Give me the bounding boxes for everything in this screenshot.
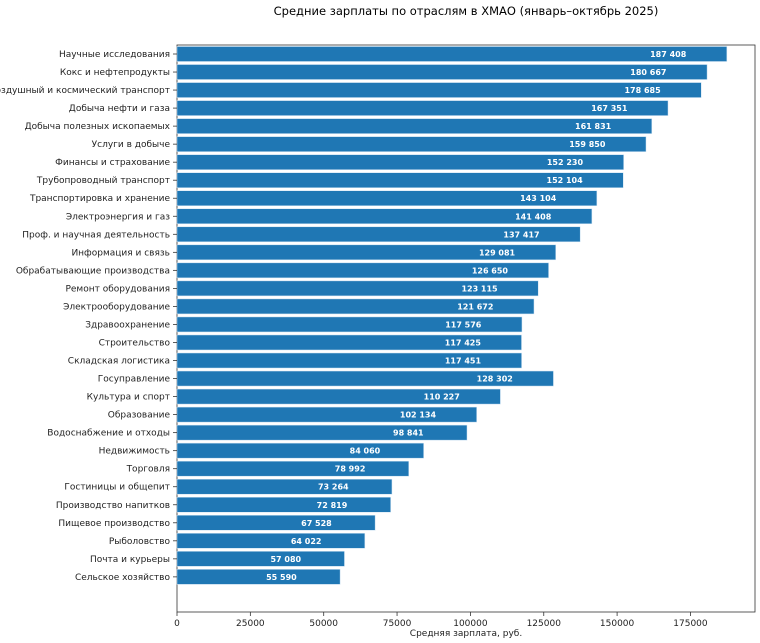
y-tick-label: Рыболовство	[109, 537, 171, 547]
y-tick-label: Воздушный и космический транспорт	[0, 86, 170, 96]
x-tick-label: 175000	[673, 619, 708, 629]
y-tick-label: Обрабатывающие производства	[16, 266, 170, 276]
data-label: 152 230	[547, 158, 584, 167]
y-tick-label: Гостиницы и общепит	[64, 483, 170, 493]
y-tick-label: Сельское хозяйство	[75, 573, 171, 583]
bar	[176, 478, 393, 495]
bar	[176, 569, 341, 585]
bar	[176, 515, 376, 531]
x-tick-label: 50000	[309, 619, 338, 629]
y-tick-label: Недвижимость	[99, 447, 170, 457]
y-tick-label: Проф. и научная деятельность	[22, 230, 170, 240]
data-label: 72 819	[317, 501, 348, 510]
bar	[176, 551, 345, 567]
y-tick-label: Пищевое производство	[58, 519, 170, 529]
data-label: 117 576	[445, 320, 482, 329]
data-label: 117 425	[445, 338, 482, 347]
y-tick-label: Складская логистика	[68, 357, 170, 367]
y-tick-label: Электрооборудование	[63, 302, 170, 312]
bar	[176, 533, 366, 549]
y-tick-label: Транспортировка и хранение	[29, 194, 171, 204]
data-label: 143 104	[520, 194, 557, 203]
bar	[176, 82, 702, 98]
y-tick-label: Добыча нефти и газа	[69, 104, 170, 114]
bar	[176, 442, 424, 459]
y-tick-label: Производство напитков	[56, 501, 170, 511]
chart-title: Средние зарплаты по отраслям в ХМАО (янв…	[274, 4, 659, 18]
bar	[176, 460, 410, 477]
y-tick-label: Здравоохранение	[85, 320, 170, 330]
y-tick-label: Культура и спорт	[87, 393, 170, 403]
y-tick-label: Образование	[108, 411, 171, 421]
x-tick-label: 100000	[453, 619, 488, 629]
data-label: 121 672	[457, 302, 493, 311]
data-label: 78 992	[335, 465, 366, 474]
y-tick-label: Финансы и страхование	[55, 158, 170, 168]
data-label: 98 841	[393, 429, 424, 438]
y-tick-label: Торговля	[126, 465, 170, 475]
data-label: 102 134	[400, 411, 437, 420]
data-label: 180 667	[630, 68, 666, 77]
data-label: 159 850	[569, 140, 606, 149]
x-tick-label: 0	[174, 619, 180, 629]
bar	[176, 497, 391, 513]
data-label: 117 451	[445, 357, 482, 366]
y-tick-label: Почта и курьеры	[90, 555, 170, 565]
x-tick-label: 150000	[600, 619, 635, 629]
x-axis-label: Средняя зарплата, руб.	[410, 629, 522, 639]
data-label: 55 590	[266, 573, 297, 582]
y-tick-label: Водоснабжение и отходы	[47, 429, 170, 439]
y-tick-label: Информация и связь	[71, 248, 170, 258]
data-label: 123 115	[461, 284, 498, 293]
data-label: 187 408	[650, 50, 687, 59]
y-tick-label: Строительство	[99, 338, 171, 348]
x-tick-label: 75000	[383, 619, 412, 629]
data-label: 137 417	[503, 230, 539, 239]
data-label: 141 408	[515, 212, 552, 221]
data-label: 67 528	[301, 519, 332, 528]
bar	[176, 46, 728, 62]
y-tick-label: Электроэнергия и газ	[66, 212, 170, 222]
data-label: 110 227	[424, 393, 460, 402]
data-label: 126 650	[472, 266, 509, 275]
y-tick-label: Ремонт оборудования	[65, 284, 170, 294]
data-label: 73 264	[318, 483, 349, 492]
y-tick-label: Услуги в добыче	[92, 140, 171, 150]
data-label: 57 080	[270, 555, 301, 564]
y-tick-label: Добыча полезных ископаемых	[25, 122, 171, 132]
y-tick-label: Кокс и нефтепродукты	[60, 68, 170, 78]
data-label: 84 060	[350, 447, 381, 456]
y-tick-label: Научные исследования	[59, 50, 170, 60]
x-tick-label: 25000	[236, 619, 265, 629]
bar	[176, 64, 708, 80]
y-tick-label: Трубопроводный транспорт	[36, 176, 170, 186]
data-label: 129 081	[479, 248, 516, 257]
data-label: 161 831	[575, 122, 612, 131]
data-label: 167 351	[591, 104, 628, 113]
data-label: 178 685	[624, 86, 661, 95]
data-label: 152 104	[547, 176, 584, 185]
y-tick-label: Госуправление	[98, 375, 171, 385]
x-tick-label: 125000	[527, 619, 562, 629]
data-label: 128 302	[477, 375, 513, 384]
data-label: 64 022	[291, 537, 322, 546]
